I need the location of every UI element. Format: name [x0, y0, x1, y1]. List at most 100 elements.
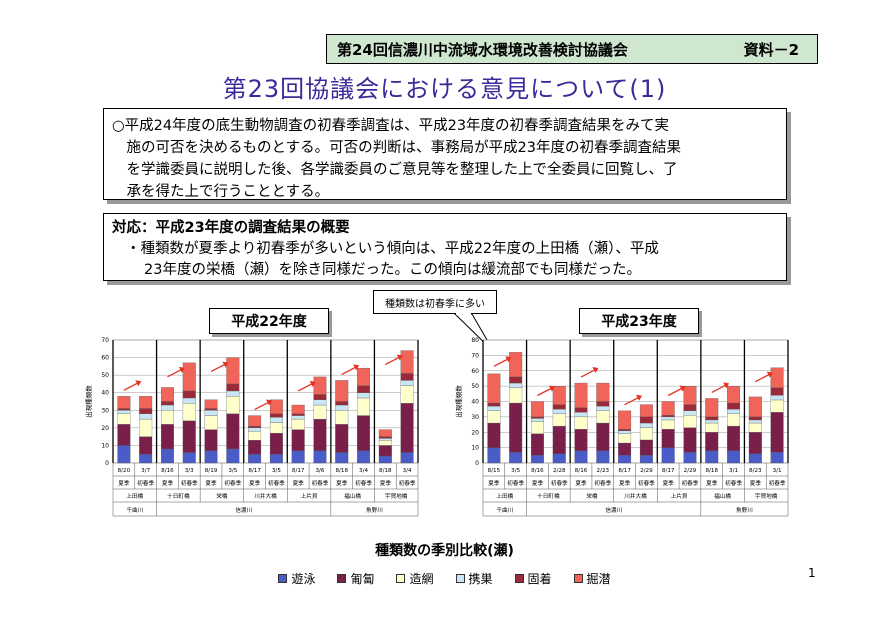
bar-segment	[226, 390, 240, 397]
bar-segment	[248, 454, 262, 464]
trend-arrow-head	[548, 385, 555, 392]
bar-segment	[661, 401, 675, 416]
bar-segment	[182, 362, 196, 392]
bar-segment	[139, 454, 153, 464]
bar-segment	[639, 404, 653, 418]
bar-segment	[639, 416, 653, 424]
season-label: 初春季	[638, 479, 655, 487]
bar-segment	[639, 427, 653, 441]
season-label: 初春季	[551, 479, 568, 487]
bar-segment	[574, 416, 588, 430]
legend-swatch	[278, 574, 288, 583]
bar-segment	[530, 433, 544, 456]
bar-segment	[139, 396, 153, 409]
bar-segment	[530, 421, 544, 434]
bar-segment	[357, 450, 371, 464]
bar-segment	[596, 422, 610, 451]
bar-segment	[378, 429, 392, 437]
trend-arrow	[210, 362, 227, 373]
bar-segment	[313, 394, 327, 400]
x-tick-label: 2/29	[640, 468, 653, 474]
trend-arrow-head	[178, 366, 185, 373]
response-line: ・種類数が夏季より初春季が多いという傾向は、平成22年度の上田橋（瀬）、平成	[126, 241, 659, 257]
bar-segment	[313, 376, 327, 395]
station-label: 川井大橋	[624, 492, 647, 500]
y-tick-label: 30	[471, 414, 479, 421]
trend-arrow	[755, 373, 772, 383]
bar-segment	[683, 427, 697, 453]
y-tick-label: 10	[471, 445, 479, 452]
bar-segment	[269, 454, 283, 464]
bar-segment	[727, 425, 741, 451]
y-tick-label: 70	[101, 337, 109, 344]
bar-segment	[139, 436, 153, 455]
bar-segment	[160, 387, 174, 402]
opinion-line: 施の可否を決めるものとする。可否の判断は、事務局が平成23年度の初春季調査結果	[112, 140, 682, 156]
opinion-line: 承を得た上で行うこととする。	[112, 184, 330, 200]
bar-segment	[269, 432, 283, 455]
bar-segment	[552, 404, 566, 410]
bar-segment	[248, 415, 262, 427]
page-number: 1	[808, 566, 816, 580]
station-label: 十日町橋	[537, 492, 560, 500]
legend-label: 匍匐	[350, 572, 375, 586]
bar-segment	[748, 416, 762, 421]
bar-segment	[661, 419, 675, 430]
bar-segment	[400, 452, 414, 464]
bar-segment	[770, 395, 784, 401]
y-tick-label: 40	[101, 390, 109, 397]
response-box: 対応：平成23年度の調査結果の概要 ・種類数が夏季より初春季が多いという傾向は、…	[103, 213, 787, 281]
bar-segment	[313, 399, 327, 406]
y-tick-label: 60	[471, 368, 479, 375]
y-tick-label: 60	[101, 355, 109, 362]
x-tick-label: 8/16	[575, 468, 588, 474]
station-label: 川井大橋	[254, 492, 277, 500]
bar-segment	[705, 422, 719, 433]
season-label: 夏季	[118, 479, 130, 487]
bar-segment	[400, 380, 414, 386]
legend-item: 匍匐	[337, 570, 374, 587]
season-label: 初春季	[268, 479, 285, 487]
bar-segment	[770, 452, 784, 464]
bar-segment	[748, 453, 762, 464]
trend-arrow-head	[723, 382, 730, 389]
season-label: 初春季	[682, 479, 699, 487]
bar-segment	[291, 450, 305, 464]
chart-h22: 0 10 20 30 40 50 60 70 出現種類数 8/20 夏季 3/7 初春季 8/16 夏季 3/…	[84, 337, 419, 517]
opinion-box: ○平成24年度の底生動物調査の初春季調査は、平成23年度の初春季調査結果をみて実…	[103, 108, 787, 200]
bar-segment	[117, 408, 131, 411]
station-label: 上田橋	[496, 492, 513, 500]
y-tick-label: 10	[101, 442, 109, 449]
bar-segment	[204, 450, 218, 464]
bar-segment	[117, 424, 131, 446]
bar-segment	[639, 422, 653, 428]
opinion-line: ○平成24年度の底生動物調査の初春季調査は、平成23年度の初春季調査結果をみて実	[112, 118, 670, 134]
bar-segment	[509, 376, 523, 384]
bar-segment	[705, 432, 719, 451]
station-label: 栄橋	[216, 492, 228, 500]
bar-segment	[552, 425, 566, 454]
bar-segment	[770, 412, 784, 453]
bar-segment	[313, 450, 327, 464]
bar-segment	[574, 412, 588, 418]
legend-label: 掘潜	[586, 572, 611, 586]
legend-label: 固着	[527, 572, 552, 586]
y-tick-label: 20	[471, 429, 479, 436]
bar-segment	[204, 399, 218, 409]
bar-segment	[618, 410, 632, 430]
station-label: 栄橋	[586, 492, 598, 500]
bar-segment	[357, 367, 371, 386]
bar-segment	[378, 438, 392, 441]
doc-label: 資料－2	[743, 40, 799, 59]
bar-segment	[552, 385, 566, 405]
bar-segment	[291, 415, 305, 420]
x-tick-label: 3/5	[272, 468, 281, 474]
x-tick-label: 8/16	[531, 468, 544, 474]
bar-segment	[487, 422, 501, 448]
bar-segment	[596, 401, 610, 407]
bar-segment	[748, 432, 762, 454]
trend-arrow-head	[679, 385, 686, 392]
y-tick-label: 70	[471, 352, 479, 359]
bar-segment	[160, 401, 174, 406]
legend-label: 遊泳	[291, 572, 316, 586]
